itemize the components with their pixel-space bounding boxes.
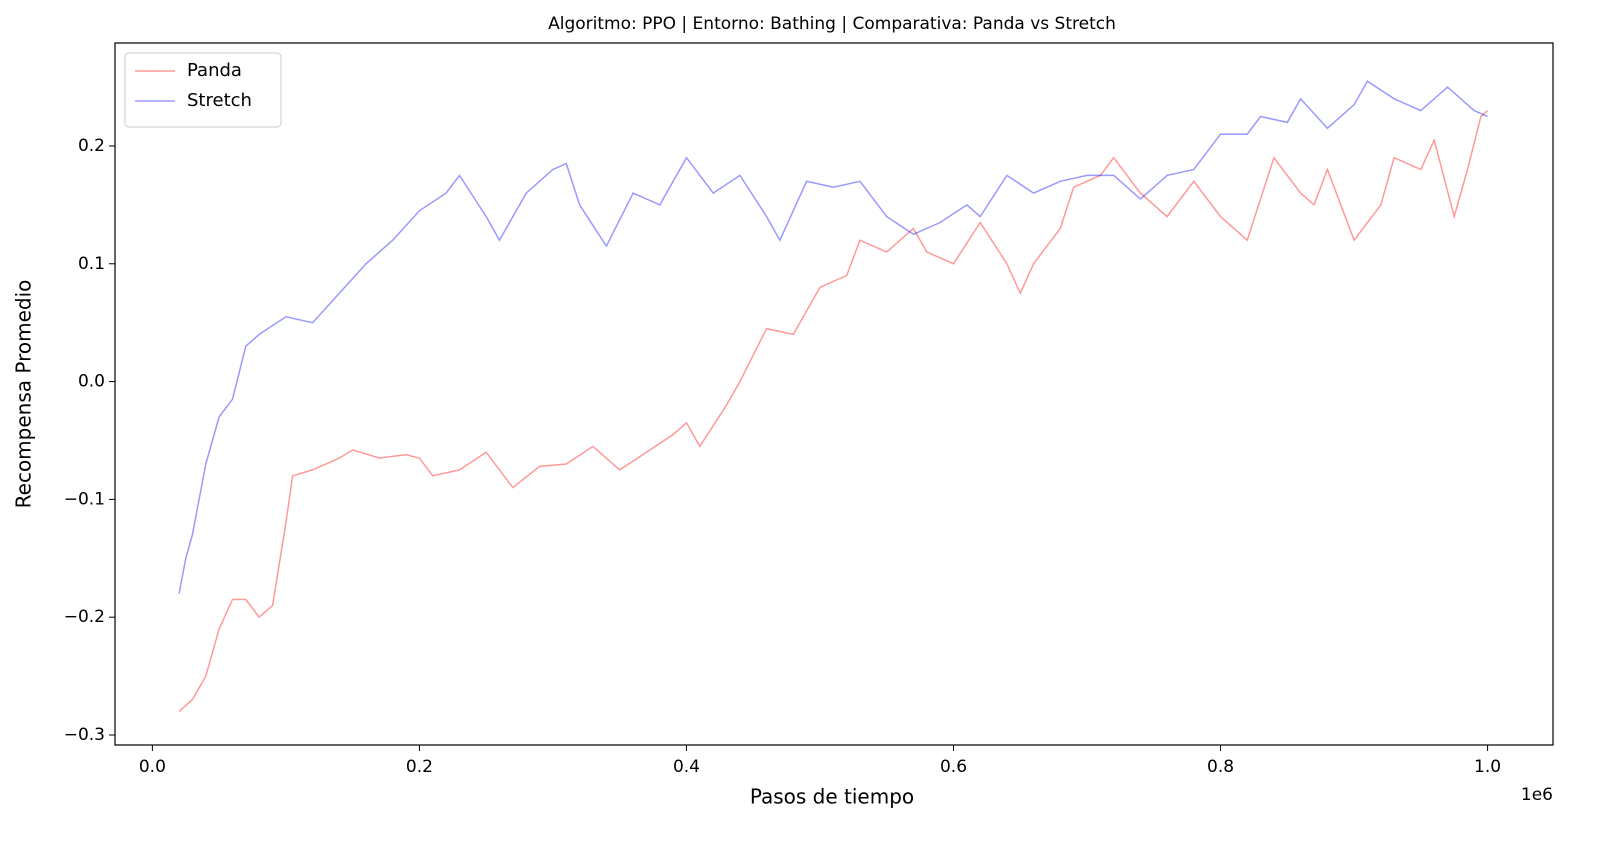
y-tick-label: 0.1: [78, 254, 105, 274]
y-tick-label: −0.1: [64, 489, 105, 509]
x-tick-label: 0.4: [673, 757, 700, 777]
y-tick-label: 0.0: [78, 372, 105, 392]
x-tick-label: 0.8: [1207, 757, 1234, 777]
x-tick-label: 0.2: [406, 757, 433, 777]
x-tick-label: 1.0: [1474, 757, 1501, 777]
x-tick-label: 0.0: [139, 757, 166, 777]
x-tick-label: 0.6: [940, 757, 967, 777]
legend-box: [124, 52, 282, 128]
y-tick-label: 0.2: [78, 136, 105, 156]
line: [178, 110, 1489, 712]
line: [178, 80, 1488, 594]
y-tick-label: −0.3: [64, 725, 105, 745]
plot-frame: [114, 42, 1554, 746]
y-axis-label: Recompensa Promedio: [12, 280, 36, 509]
y-tick-label: −0.2: [64, 607, 105, 627]
x-offset-label: 1e6: [1521, 785, 1553, 805]
legend-label: Panda: [187, 60, 242, 81]
x-axis-label: Pasos de tiempo: [750, 785, 914, 809]
chart-title: Algoritmo: PPO | Entorno: Bathing | Comp…: [548, 14, 1116, 34]
legend-label: Stretch: [187, 90, 252, 111]
